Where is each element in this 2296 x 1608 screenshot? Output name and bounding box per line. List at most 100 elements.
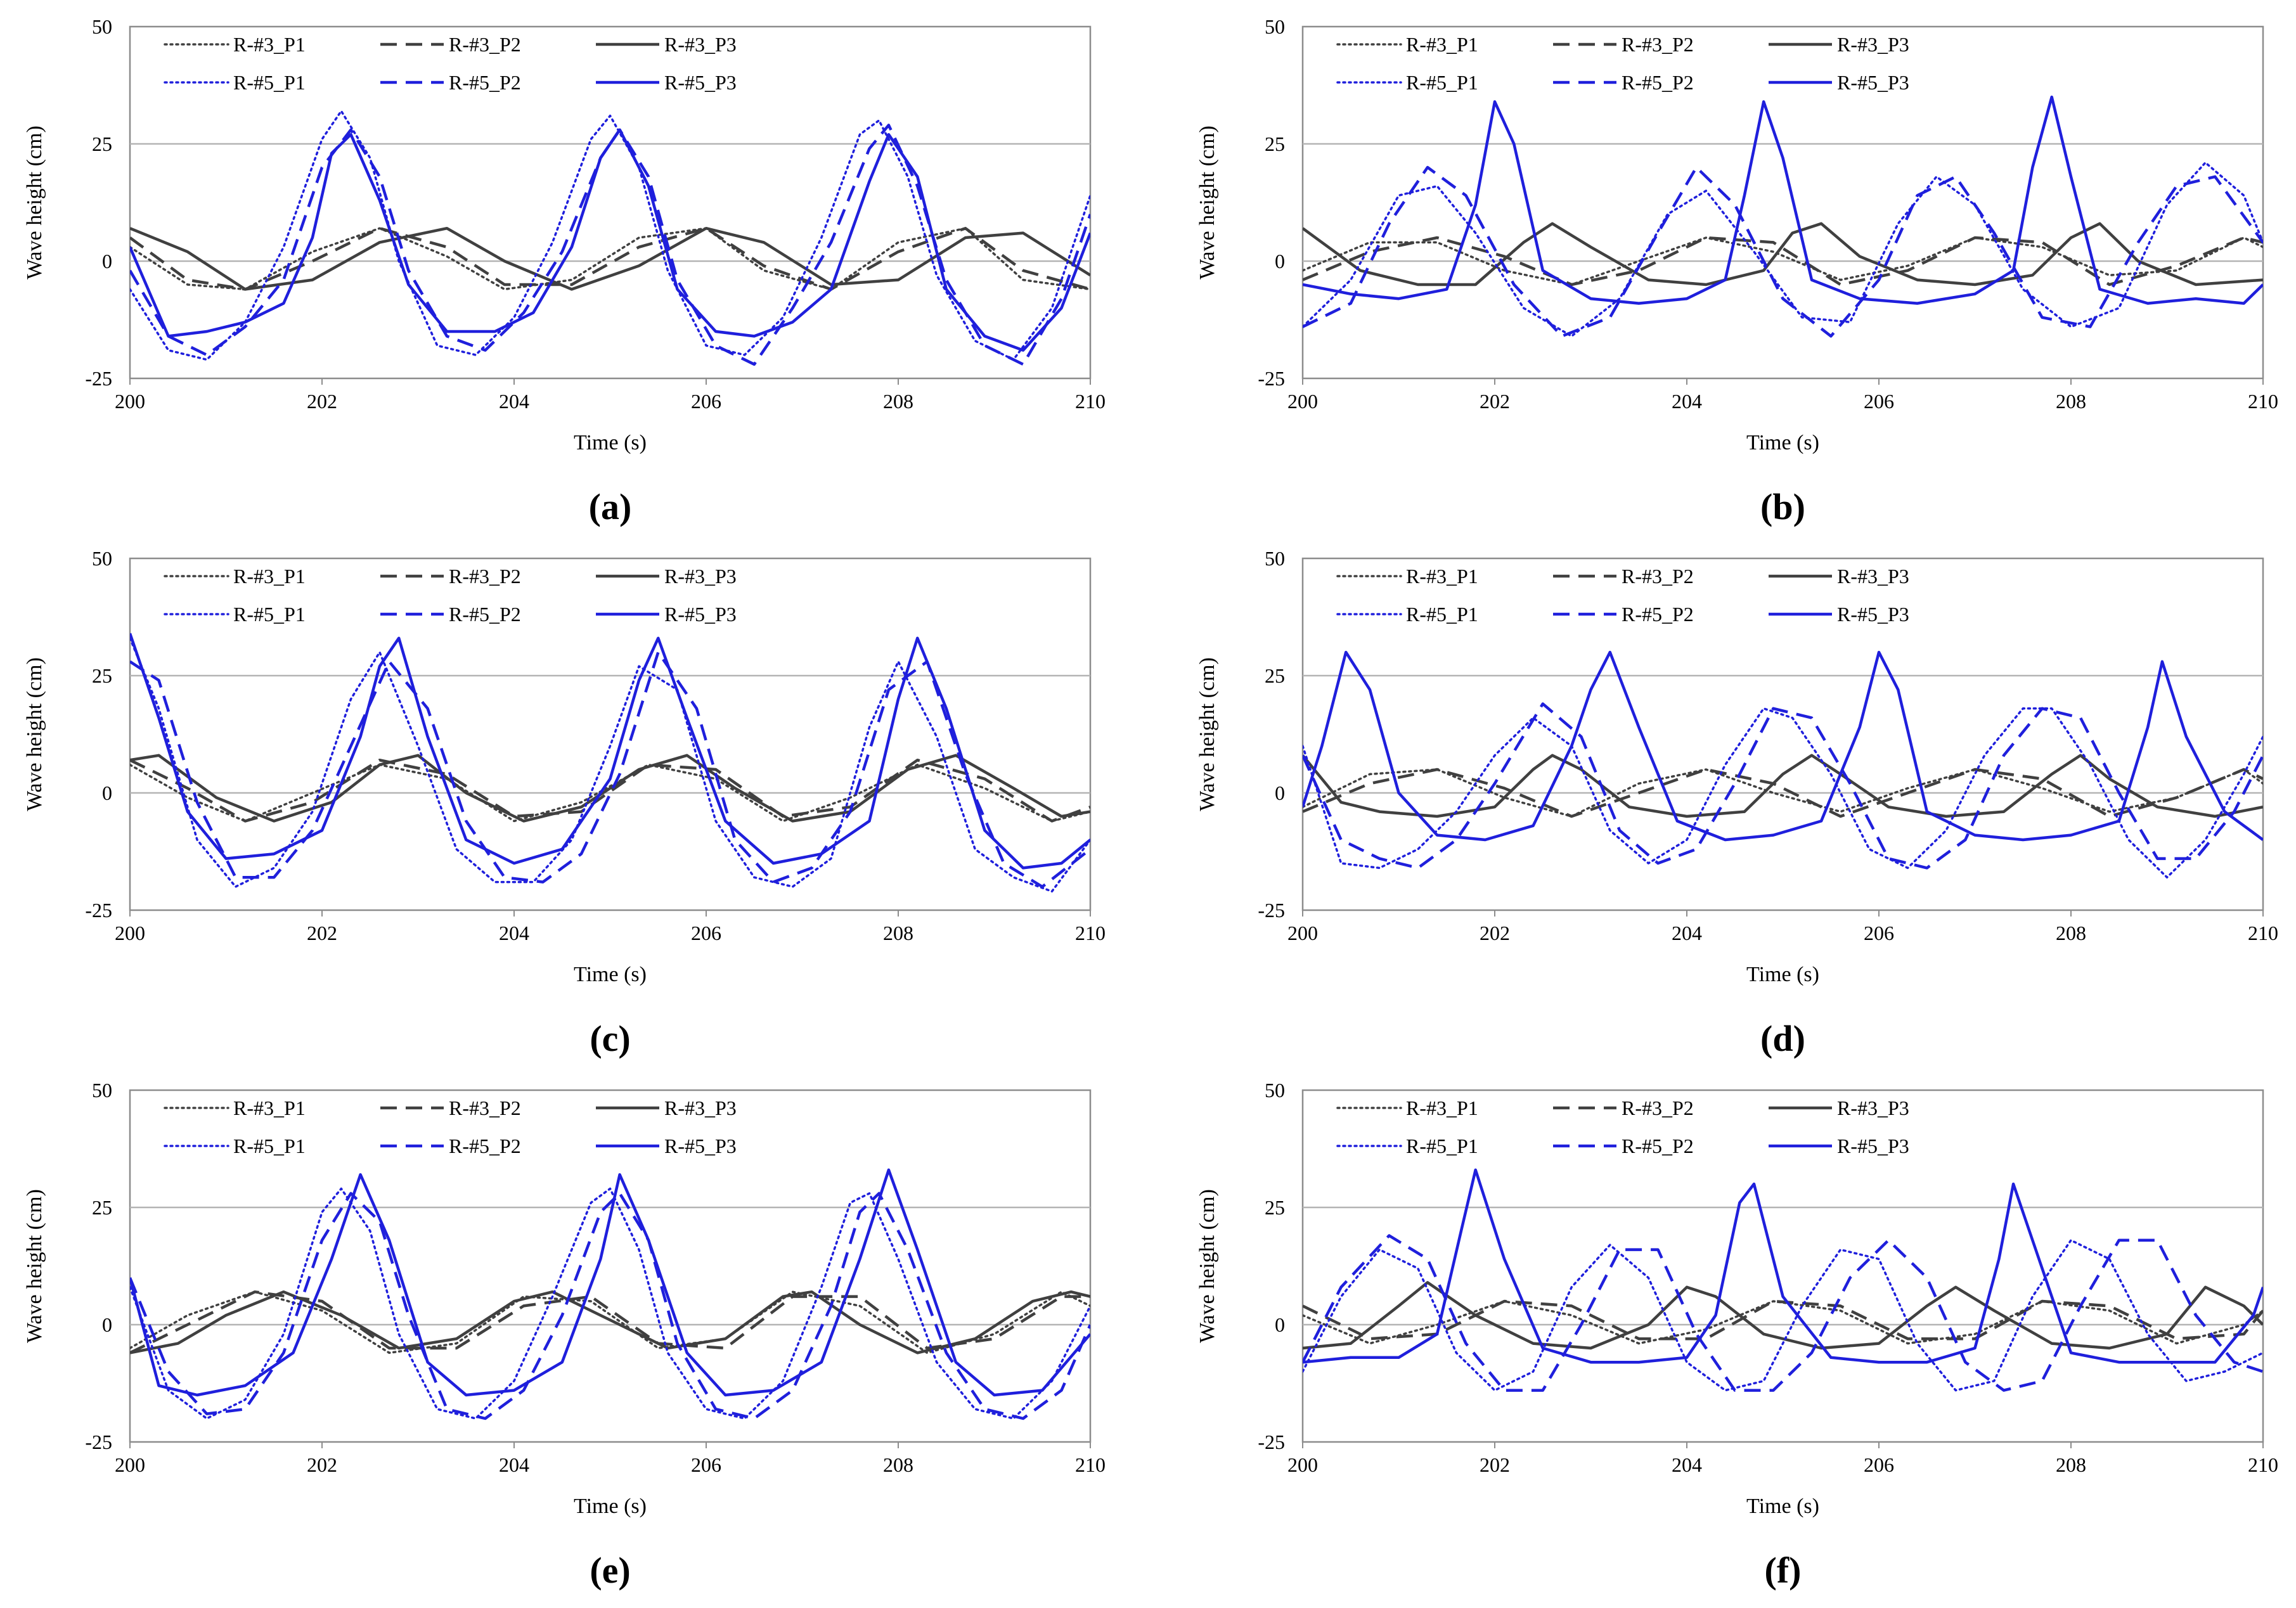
- y-tick-label: 25: [1265, 1196, 1285, 1219]
- x-tick-label: 200: [115, 1453, 145, 1476]
- plot-frame: [1301, 557, 2264, 911]
- y-tick-label: 50: [92, 15, 112, 38]
- legend-label: R-#3_P2: [1622, 565, 1694, 588]
- plot-frame: [129, 557, 1092, 911]
- legend-label: R-#3_P3: [1837, 565, 1909, 588]
- legend-label: R-#3_P1: [233, 1097, 306, 1119]
- series-layer: [130, 633, 1090, 893]
- legend-label: R-#5_P1: [1406, 71, 1478, 94]
- legend-label: R-#5_P3: [664, 603, 737, 626]
- legend-label: R-#3_P2: [449, 1097, 521, 1119]
- y-tick-label: 50: [1265, 1079, 1285, 1102]
- y-tick-label: 0: [1275, 1313, 1285, 1336]
- panel-label: (e): [590, 1550, 630, 1591]
- series-line-r-5-p2: [130, 650, 1090, 889]
- legend-label: R-#3_P2: [1622, 33, 1694, 56]
- x-tick-label: 206: [1864, 390, 1894, 413]
- series-line-r-5-p3: [130, 633, 1090, 870]
- x-tick-label: 202: [1480, 922, 1510, 944]
- y-tick-label: -25: [1258, 899, 1285, 922]
- x-tick-label: 210: [1075, 1453, 1106, 1476]
- x-tick-label: 208: [883, 1453, 913, 1476]
- x-axis-title: Time (s): [574, 963, 647, 986]
- series-line-r-5-p2: [1303, 165, 2263, 338]
- series-line-r-5-p2: [130, 1192, 1090, 1420]
- plot-frame: [1301, 1089, 2264, 1443]
- x-tick-label: 210: [2248, 390, 2278, 413]
- x-tick-label: 206: [1864, 1453, 1894, 1476]
- legend-label: R-#5_P2: [449, 603, 521, 626]
- x-axis-title: Time (s): [574, 1495, 647, 1518]
- x-tick-label: 208: [2056, 390, 2086, 413]
- x-tick-label: 200: [115, 922, 145, 944]
- legend-label: R-#3_P3: [664, 1097, 737, 1119]
- y-axis-title: Wave height (cm): [1196, 657, 1219, 811]
- x-tick-label: 208: [883, 390, 913, 413]
- chart-panel: -25 0 25 50 200 202 204 206 208 210 Time (s) Wave h…: [23, 1079, 1106, 1591]
- legend-label: R-#5_P1: [233, 71, 306, 94]
- x-tick-label: 208: [2056, 922, 2086, 944]
- panel-label: (c): [590, 1018, 630, 1059]
- y-tick-label: 25: [92, 1196, 112, 1219]
- y-tick-label: 0: [102, 250, 112, 273]
- chart-panel: -25 0 25 50 200 202 204 206 208 210 Time (s) Wave h…: [23, 547, 1106, 1059]
- legend-label: R-#3_P2: [1622, 1097, 1694, 1119]
- legend-label: R-#5_P1: [1406, 603, 1478, 626]
- y-tick-label: -25: [85, 1431, 112, 1453]
- legend-label: R-#3_P2: [449, 33, 521, 56]
- legend-label: R-#5_P1: [233, 603, 306, 626]
- legend-label: R-#3_P1: [1406, 33, 1478, 56]
- x-tick-label: 210: [2248, 1453, 2278, 1476]
- series-layer: [1303, 650, 2263, 878]
- series-line-r-5-p3: [1303, 1168, 2263, 1364]
- y-tick-label: -25: [1258, 367, 1285, 390]
- y-axis-title: Wave height (cm): [1196, 1189, 1219, 1343]
- series-line-r-5-p1: [1303, 707, 2263, 878]
- series-line-r-3-p2: [1303, 1299, 2263, 1341]
- legend-label: R-#5_P3: [1837, 71, 1909, 94]
- series-line-r-3-p3: [1303, 222, 2263, 286]
- y-tick-label: 0: [102, 781, 112, 804]
- x-tick-label: 204: [1672, 922, 1702, 944]
- y-tick-label: -25: [85, 899, 112, 922]
- series-layer: [130, 110, 1090, 366]
- panel-label: (a): [589, 486, 632, 527]
- x-tick-label: 202: [307, 390, 337, 413]
- x-tick-label: 204: [1672, 390, 1702, 413]
- series-line-r-3-p3: [130, 754, 1090, 823]
- legend-label: R-#5_P3: [664, 1135, 737, 1157]
- series-layer: [1303, 1168, 2263, 1392]
- plot-frame: [129, 25, 1092, 380]
- series-line-r-3-p1: [130, 227, 1090, 291]
- y-axis-title: Wave height (cm): [1196, 125, 1219, 280]
- y-axis-title: Wave height (cm): [23, 1189, 46, 1343]
- x-tick-label: 202: [1480, 390, 1510, 413]
- series-line-r-5-p3: [1303, 650, 2263, 842]
- x-tick-label: 208: [883, 922, 913, 944]
- y-tick-label: 0: [1275, 781, 1285, 804]
- x-tick-label: 202: [307, 1453, 337, 1476]
- series-line-r-3-p3: [1303, 754, 2263, 818]
- legend-label: R-#3_P3: [664, 33, 737, 56]
- y-tick-label: 0: [102, 1313, 112, 1336]
- series-line-r-5-p1: [130, 1187, 1090, 1420]
- y-tick-label: 25: [92, 132, 112, 155]
- panel-label: (f): [1765, 1550, 1802, 1591]
- y-axis-title: Wave height (cm): [23, 657, 46, 811]
- series-line-r-3-p1: [130, 1290, 1090, 1354]
- series-line-r-5-p1: [1303, 161, 2263, 338]
- legend-label: R-#5_P1: [1406, 1135, 1478, 1157]
- y-tick-label: 50: [1265, 547, 1285, 570]
- x-tick-label: 208: [2056, 1453, 2086, 1476]
- series-layer: [1303, 95, 2263, 338]
- x-tick-label: 204: [499, 922, 529, 944]
- series-layer: [130, 1168, 1090, 1420]
- legend-label: R-#3_P3: [664, 565, 737, 588]
- y-tick-label: 25: [92, 664, 112, 687]
- chart-panel: -25 0 25 50 200 202 204 206 208 210 Time (s) Wave h…: [23, 15, 1106, 527]
- x-axis-title: Time (s): [1746, 1495, 1819, 1518]
- y-tick-label: 50: [1265, 15, 1285, 38]
- x-tick-label: 210: [1075, 922, 1106, 944]
- series-line-r-5-p2: [130, 124, 1090, 366]
